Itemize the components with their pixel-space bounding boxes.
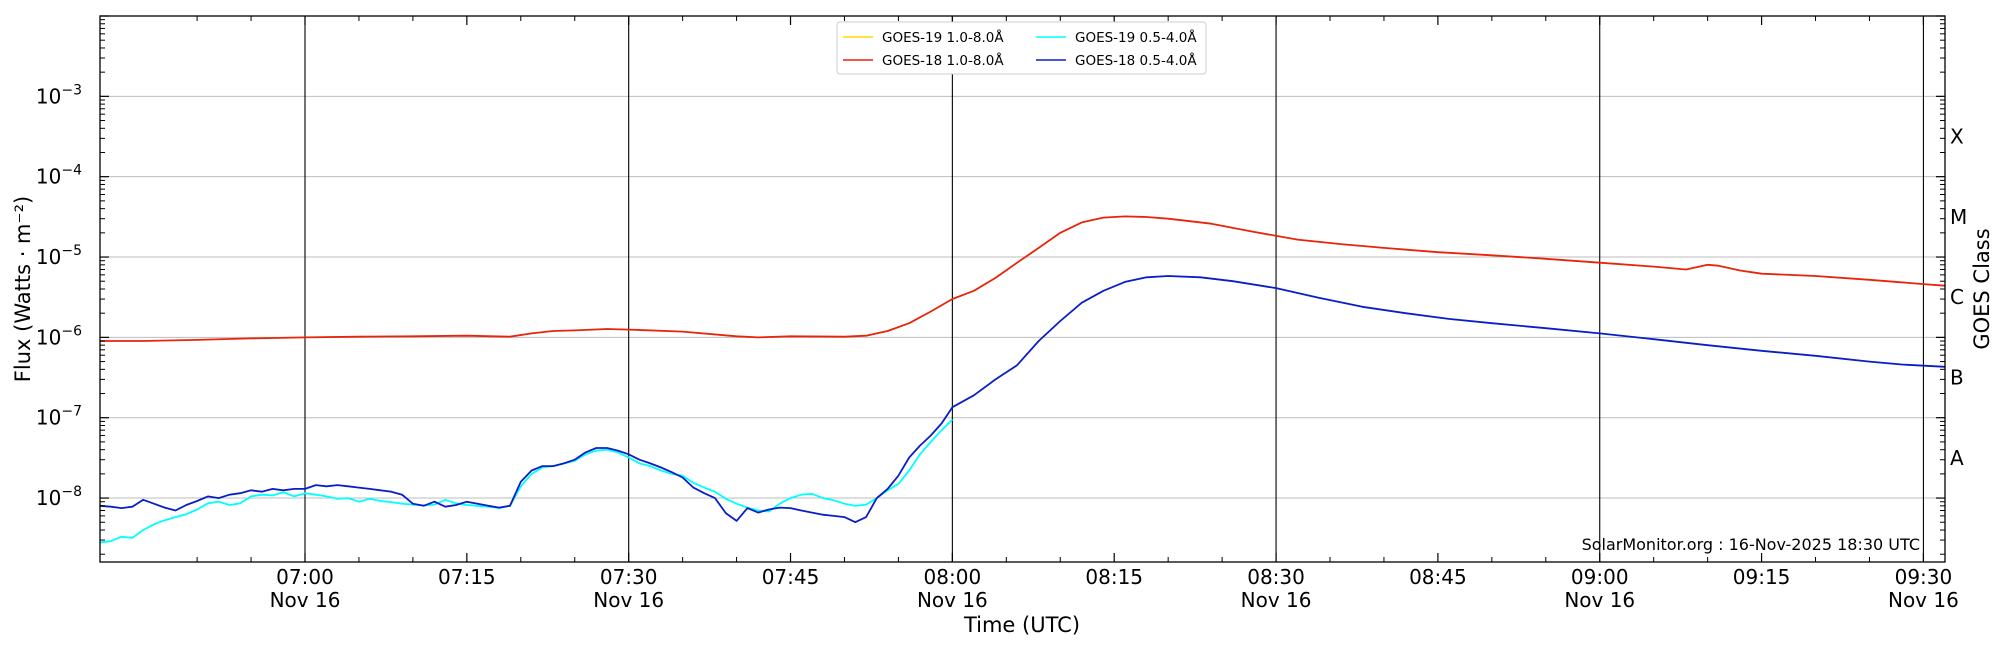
x-tick-date-label: Nov 16 bbox=[1241, 588, 1312, 612]
x-tick-date-label: Nov 16 bbox=[1564, 588, 1635, 612]
series-line bbox=[100, 215, 1946, 342]
y-axis-title: Flux (Watts · m⁻²) bbox=[11, 196, 35, 382]
y-tick-label: 10−6 bbox=[36, 323, 82, 349]
x-tick-date-label: Nov 16 bbox=[1888, 588, 1959, 612]
plot-background bbox=[100, 16, 1945, 562]
legend-label: GOES-18 1.0-8.0Å bbox=[882, 52, 1004, 69]
legend-label: GOES-19 0.5-4.0Å bbox=[1075, 29, 1197, 46]
x-tick-label: 08:45 bbox=[1409, 565, 1467, 589]
series-line bbox=[99, 275, 1946, 524]
x-tick-label: 07:45 bbox=[762, 565, 820, 589]
y-tick-label: 10−5 bbox=[36, 243, 82, 269]
axis-ticks bbox=[100, 15, 1945, 562]
x-tick-label: 09:00 bbox=[1571, 565, 1629, 589]
y-tick-labels: 10−8 10−7 10−6 10−5 10−4 10−3 bbox=[36, 82, 82, 510]
series-layer bbox=[99, 215, 1946, 544]
x-tick-date-label: Nov 16 bbox=[917, 588, 988, 612]
y-tick-label: 10−7 bbox=[36, 404, 82, 430]
goes-class-label: M bbox=[1950, 205, 1967, 229]
legend-label: GOES-18 0.5-4.0Å bbox=[1075, 52, 1197, 69]
right-axis-title: GOES Class bbox=[1970, 228, 1994, 349]
goes-class-labels: A B C M X bbox=[1950, 125, 1967, 470]
x-tick-label: 08:00 bbox=[924, 565, 982, 589]
goes-class-label: X bbox=[1950, 125, 1964, 149]
x-tick-label: 07:00 bbox=[276, 565, 334, 589]
x-tick-date-label: Nov 16 bbox=[593, 588, 664, 612]
x-tick-label: 07:15 bbox=[438, 565, 496, 589]
x-tick-label: 09:15 bbox=[1733, 565, 1791, 589]
x-tick-label: 08:30 bbox=[1247, 565, 1305, 589]
x-tick-label: 08:15 bbox=[1085, 565, 1143, 589]
legend-label: GOES-19 1.0-8.0Å bbox=[882, 29, 1004, 46]
credit-text: SolarMonitor.org : 16-Nov-2025 18:30 UTC bbox=[1582, 535, 1920, 554]
y-tick-label: 10−8 bbox=[36, 484, 82, 510]
goes-class-label: A bbox=[1950, 446, 1964, 470]
x-tick-label: 07:30 bbox=[600, 565, 658, 589]
goes-class-label: C bbox=[1950, 285, 1964, 309]
legend: GOES-19 1.0-8.0Å GOES-19 0.5-4.0Å GOES-1… bbox=[836, 21, 1207, 75]
y-tick-label: 10−3 bbox=[36, 82, 82, 108]
goes-class-label: B bbox=[1950, 366, 1964, 390]
y-tick-label: 10−4 bbox=[36, 163, 82, 189]
series-line bbox=[99, 418, 954, 544]
x-axis-title: Time (UTC) bbox=[963, 613, 1080, 637]
x-tick-label: 09:30 bbox=[1895, 565, 1953, 589]
x-tick-date-label: Nov 16 bbox=[270, 588, 341, 612]
legend-box bbox=[836, 21, 1207, 75]
vertical-gridlines bbox=[304, 16, 1924, 562]
